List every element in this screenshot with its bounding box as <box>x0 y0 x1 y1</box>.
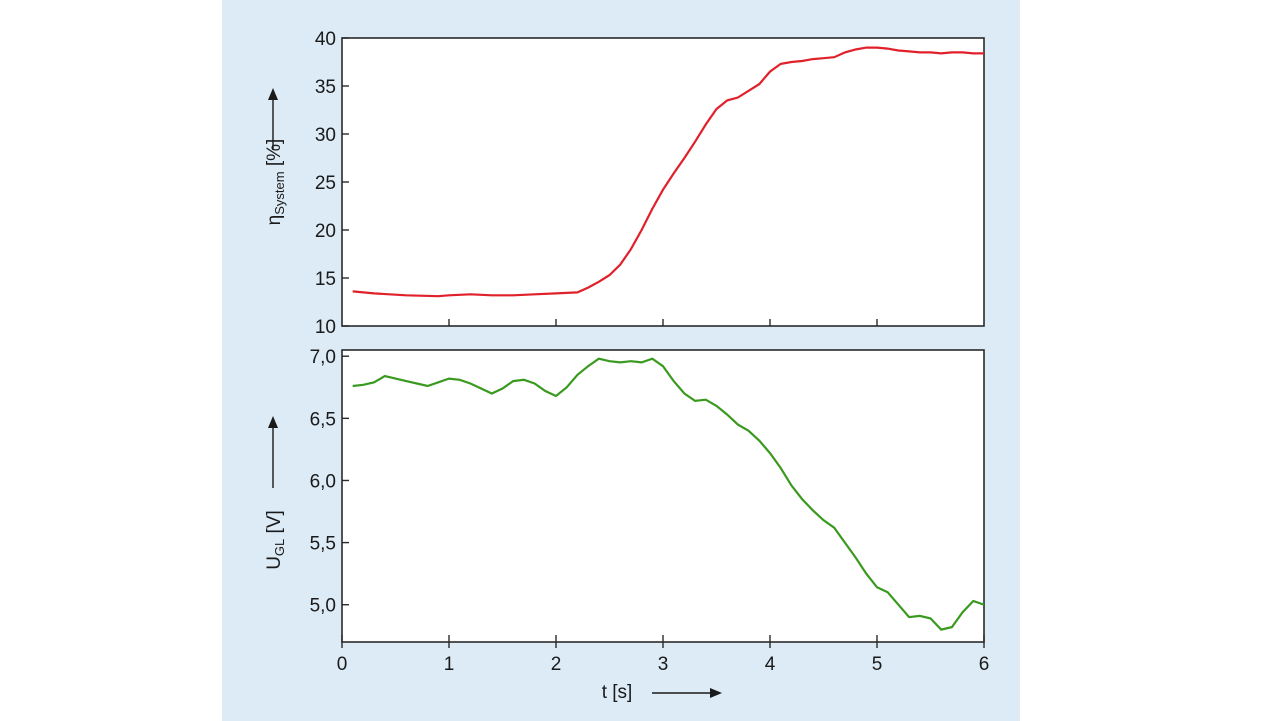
svg-text:UGL [V]: UGL [V] <box>264 510 287 570</box>
y-tick-label: 7,0 <box>310 347 336 368</box>
y-tick-label: 10 <box>315 317 336 338</box>
y-label-unit: [%] <box>264 139 285 172</box>
efficiency-line <box>352 46 984 298</box>
efficiency-chart: 10 15 20 25 30 35 40 ηSystem [%] <box>264 29 985 338</box>
svg-text:ηSystem [%]: ηSystem [%] <box>264 139 287 226</box>
y-tick-label: 15 <box>315 269 336 290</box>
y-axis-label-top: ηSystem [%] <box>264 139 287 226</box>
y-axis-label-bottom: UGL [V] <box>264 510 287 570</box>
x-tick-label: 5 <box>872 654 883 675</box>
x-tick-label: 3 <box>658 654 669 675</box>
y-axis-arrow-top <box>268 88 278 150</box>
x-tick-label: 1 <box>444 654 455 675</box>
y-label-main: U <box>264 556 285 570</box>
figure-panel: 10 15 20 25 30 35 40 ηSystem [%] 5,0 5,5 6,0 6,5 7… <box>222 0 1020 721</box>
x-tick-label: 0 <box>337 654 348 675</box>
x-tick-label: 4 <box>765 654 776 675</box>
x-axis-label: t [s] <box>602 682 633 703</box>
x-ticks-bottom: 0 1 2 3 4 5 6 <box>337 635 990 675</box>
y-tick-label: 20 <box>315 221 336 242</box>
y-tick-label: 6,5 <box>310 409 336 430</box>
y-tick-label: 35 <box>315 77 336 98</box>
x-axis-arrow <box>652 688 722 698</box>
y-label-unit: [V] <box>264 510 285 539</box>
y-label-sub: GL <box>272 539 287 556</box>
y-tick-label: 30 <box>315 125 336 146</box>
x-tick-label: 2 <box>551 654 562 675</box>
y-ticks-top: 10 15 20 25 30 35 40 <box>315 29 349 338</box>
y-tick-label: 40 <box>315 29 336 50</box>
y-tick-label: 5,5 <box>310 534 336 555</box>
voltage-chart: 5,0 5,5 6,0 6,5 7,0 0 1 2 3 4 5 6 UGL [V] t [s] <box>264 347 989 703</box>
voltage-line <box>352 357 985 631</box>
plot-area-top <box>341 37 985 327</box>
plot-area-bottom <box>341 349 985 643</box>
y-tick-label: 5,0 <box>310 596 336 617</box>
y-label-sub: System <box>272 171 287 214</box>
y-tick-label: 6,0 <box>310 471 336 492</box>
y-tick-label: 25 <box>315 173 336 194</box>
y-ticks-bottom: 5,0 5,5 6,0 6,5 7,0 <box>310 347 349 617</box>
x-tick-label: 6 <box>979 654 990 675</box>
y-axis-arrow-bottom <box>268 416 278 488</box>
x-ticks-top <box>448 319 878 326</box>
y-label-main: η <box>264 215 285 226</box>
